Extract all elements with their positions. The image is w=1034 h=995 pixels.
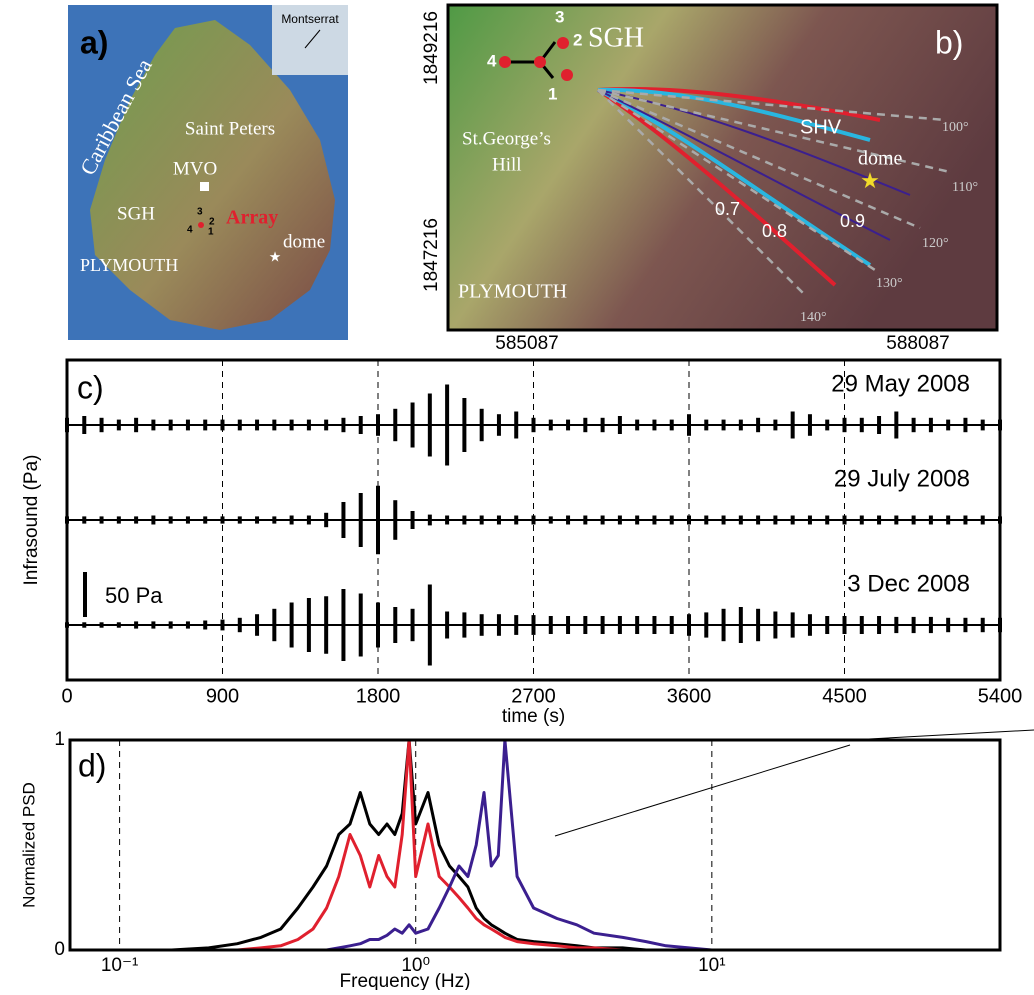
map-b: b) SGH St.George’s Hill SHV dome ★ PLYMO… <box>421 3 999 354</box>
y-axis-label: Normalized PSD <box>19 782 38 908</box>
panel-label: d) <box>78 747 106 783</box>
trace-label: 29 July 2008 <box>834 465 970 492</box>
contour-label: 0.7 <box>715 199 740 219</box>
dome-star: ★ <box>860 168 880 193</box>
psd-line <box>73 738 1000 952</box>
mvo-marker <box>200 182 209 191</box>
scale-label: 50 Pa <box>105 583 163 608</box>
place-label: St.George’s <box>462 128 551 149</box>
panel-label: a) <box>80 24 108 60</box>
station-label: 2 <box>209 217 215 228</box>
x-axis-label: time (s) <box>502 706 565 727</box>
island <box>90 20 335 330</box>
x-tick-label: 10⁰ <box>401 955 430 976</box>
place-label: SGH <box>588 22 644 53</box>
contour-label: 0.9 <box>840 211 865 231</box>
trace-label: 3 Dec 2008 <box>847 570 970 597</box>
azimuth-label: 100° <box>942 120 969 135</box>
x-tick-label: 10¹ <box>698 955 725 976</box>
x-tick-label: 900 <box>206 685 239 707</box>
inset-label: Montserrat <box>281 12 339 26</box>
x-tick-label: 1800 <box>356 685 401 707</box>
y-tick-label: 1847216 <box>421 218 442 292</box>
station-dot <box>534 56 546 68</box>
station-dot <box>557 37 569 49</box>
y-tick-label: 1 <box>54 729 65 750</box>
y-tick-label: 0 <box>54 939 65 960</box>
station-dot <box>499 56 511 68</box>
station-label: 3 <box>555 7 564 26</box>
x-tick-label: 585087 <box>495 333 558 354</box>
place-label: dome <box>283 231 325 252</box>
azimuth-label: 140° <box>800 310 827 325</box>
psd-line <box>73 738 1000 952</box>
contour-label: 0.8 <box>762 221 787 241</box>
place-label: PLYMOUTH <box>80 255 178 275</box>
place-label: Array <box>226 207 278 229</box>
station-label: 3 <box>197 207 203 218</box>
contours <box>596 87 911 287</box>
station-label: 4 <box>187 225 193 236</box>
place-label: PLYMOUTH <box>458 281 567 303</box>
annotation-line <box>554 744 851 837</box>
station-dot <box>561 69 573 81</box>
frame <box>65 358 1002 682</box>
inset-pointer <box>304 29 321 49</box>
place-label: Saint Peters <box>185 118 275 139</box>
x-tick-label: 0 <box>61 685 72 707</box>
place-label: SHV <box>800 116 842 138</box>
x-tick-label: 5400 <box>978 685 1023 707</box>
contour-line <box>597 89 911 196</box>
azimuth-lines <box>597 88 951 296</box>
trace-label: 29 May 2008 <box>831 370 970 397</box>
x-tick-label: 2700 <box>511 685 556 707</box>
station-label: 1 <box>208 227 214 238</box>
place-label: Hill <box>492 154 522 175</box>
y-axis-label: Infrasound (Pa) <box>21 455 42 586</box>
station-label: 2 <box>573 30 582 49</box>
azimuth-label: 130° <box>876 276 903 291</box>
dome-star: ★ <box>269 249 282 265</box>
psd-line <box>73 738 1000 952</box>
azimuth-label: 120° <box>922 236 949 251</box>
station-label: 1 <box>548 84 557 103</box>
frame <box>68 738 1002 952</box>
panel-label: b) <box>935 24 963 60</box>
place-label: MVO <box>173 158 217 179</box>
place-label: SGH <box>117 203 155 224</box>
panel-label: c) <box>77 369 104 405</box>
y-tick-label: 1849216 <box>421 11 442 85</box>
place-label: dome <box>858 148 903 170</box>
contour-line <box>597 87 871 142</box>
array-marker <box>198 222 204 228</box>
x-axis-label: Frequency (Hz) <box>340 971 471 990</box>
x-tick-label: 4500 <box>822 685 867 707</box>
inset <box>272 5 348 75</box>
map-a: a) Caribbean Sea Montserrat Saint Peters… <box>68 5 348 340</box>
annotation-line <box>849 729 1034 741</box>
x-tick-label: 3600 <box>667 685 712 707</box>
azimuth-label: 110° <box>952 180 978 195</box>
x-tick-label: 588087 <box>886 333 949 354</box>
station-label: 4 <box>487 51 497 70</box>
x-tick-label: 10⁻¹ <box>101 955 139 976</box>
contour-line <box>597 89 891 241</box>
